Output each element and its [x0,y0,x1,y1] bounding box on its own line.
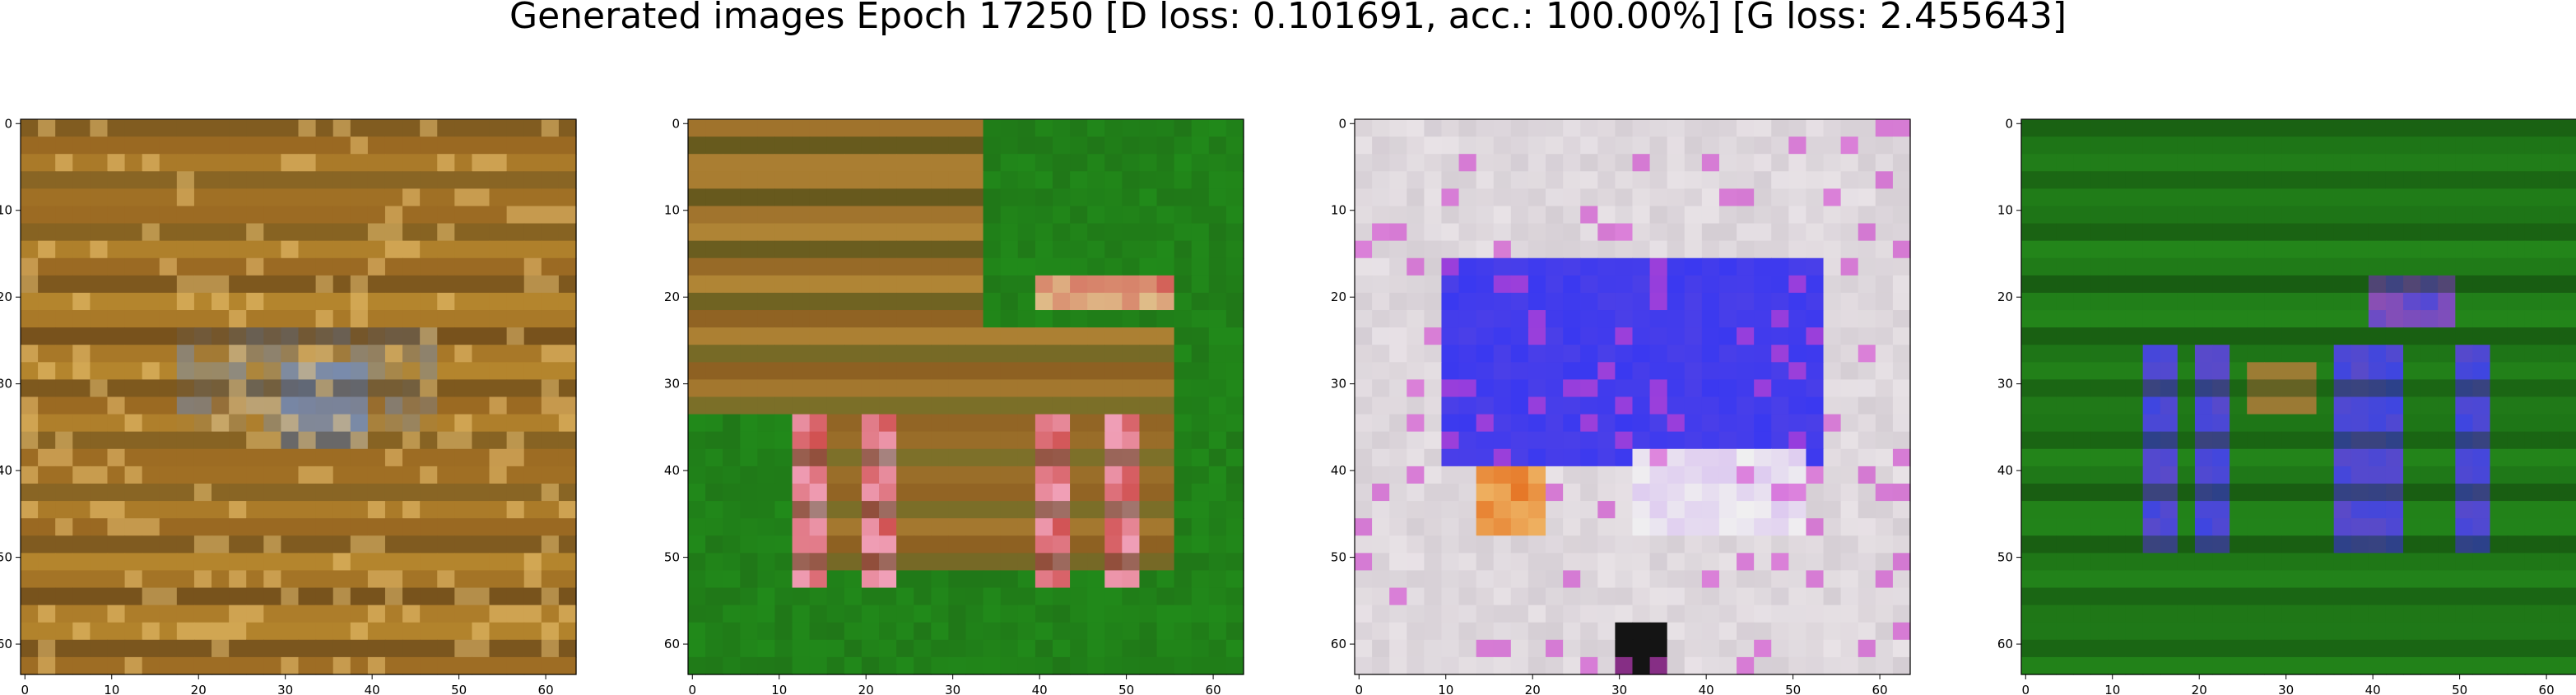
y-tick-label: 60 [1997,637,2013,651]
y-tick-label: 30 [1331,377,1346,392]
y-tick-label: 30 [0,377,12,392]
x-tick-label: 60 [1872,683,1888,695]
y-tick-label: 0 [1338,116,1346,131]
y-tick-label: 10 [664,203,680,218]
y-tick-label: 60 [0,637,12,651]
y-tick-label: 60 [664,637,680,651]
image-pixels [21,119,577,675]
x-tick-label: 20 [191,683,207,695]
axes-frame [2020,118,2576,675]
y-tick-label: 10 [0,203,12,218]
y-tick-label: 0 [672,116,680,131]
y-tick-label: 20 [1331,290,1346,304]
image-panel-2: 0 10 20 30 40 50 60 0 10 20 30 40 50 60 [664,116,1244,695]
y-tick-label: 40 [664,463,680,478]
x-tick-label: 20 [2192,683,2207,695]
image-pixels [2021,119,2576,675]
image-axes-3: 0 10 20 30 40 50 60 0 10 20 30 40 50 60 [1331,116,1911,695]
y-tick-label: 10 [1331,203,1346,218]
x-tick-label: 10 [104,683,119,695]
x-tick-label: 10 [771,683,787,695]
x-tick-label: 40 [365,683,380,695]
x-tick-label: 30 [2278,683,2294,695]
x-tick-label: 50 [451,683,467,695]
x-tick-label: 30 [945,683,960,695]
y-tick-label: 50 [1997,550,2013,565]
x-tick-label: 10 [1438,683,1453,695]
x-tick-label: 60 [2539,683,2555,695]
image-panel-3: 0 10 20 30 40 50 60 0 10 20 30 40 50 60 [1331,116,1911,695]
image-panel-4: 0 10 20 30 40 50 60 0 10 20 30 40 50 60 [1997,116,2576,695]
x-tick-label: 10 [2104,683,2120,695]
y-tick-label: 40 [0,463,12,478]
x-tick-label: 40 [1699,683,1714,695]
x-tick-label: 20 [858,683,874,695]
y-tick-label: 60 [1331,637,1346,651]
image-panel-1: 0 10 20 30 40 50 60 0 10 20 30 40 50 60 [0,116,577,695]
x-tick-label: 20 [1525,683,1541,695]
x-tick-label: 0 [21,683,30,695]
y-tick-label: 50 [0,550,12,565]
x-tick-label: 30 [1611,683,1627,695]
x-tick-label: 50 [1118,683,1134,695]
x-tick-label: 40 [1032,683,1048,695]
y-tick-label: 50 [664,550,680,565]
axes-frame [20,118,577,675]
x-tick-label: 40 [2365,683,2381,695]
figure-title: Generated images Epoch 17250 [D loss: 0.… [509,0,2067,37]
image-pixels [688,119,1244,675]
axes-frame [687,118,1244,675]
image-axes-4: 0 10 20 30 40 50 60 0 10 20 30 40 50 60 [1997,116,2576,695]
y-tick-label: 50 [1331,550,1346,565]
x-tick-label: 30 [277,683,293,695]
y-tick-label: 40 [1331,463,1346,478]
y-tick-label: 10 [1997,203,2013,218]
y-tick-label: 20 [0,290,12,304]
x-tick-label: 50 [2452,683,2467,695]
x-tick-label: 60 [1206,683,1221,695]
y-tick-label: 20 [1997,290,2013,304]
x-tick-label: 0 [1355,683,1364,695]
y-tick-label: 0 [4,116,12,131]
y-tick-label: 40 [1997,463,2013,478]
image-axes-2: 0 10 20 30 40 50 60 0 10 20 30 40 50 60 [664,116,1244,695]
y-tick-label: 30 [664,377,680,392]
axes-frame [1354,118,1911,675]
image-axes-1: 0 10 20 30 40 50 60 0 10 20 30 40 50 60 [0,116,577,695]
y-tick-label: 20 [664,290,680,304]
y-tick-label: 30 [1997,377,2013,392]
x-tick-label: 0 [2022,683,2030,695]
x-tick-label: 50 [1785,683,1801,695]
x-tick-label: 0 [689,683,697,695]
image-pixels [1355,119,1911,675]
y-tick-label: 0 [2005,116,2013,131]
x-tick-label: 60 [538,683,554,695]
